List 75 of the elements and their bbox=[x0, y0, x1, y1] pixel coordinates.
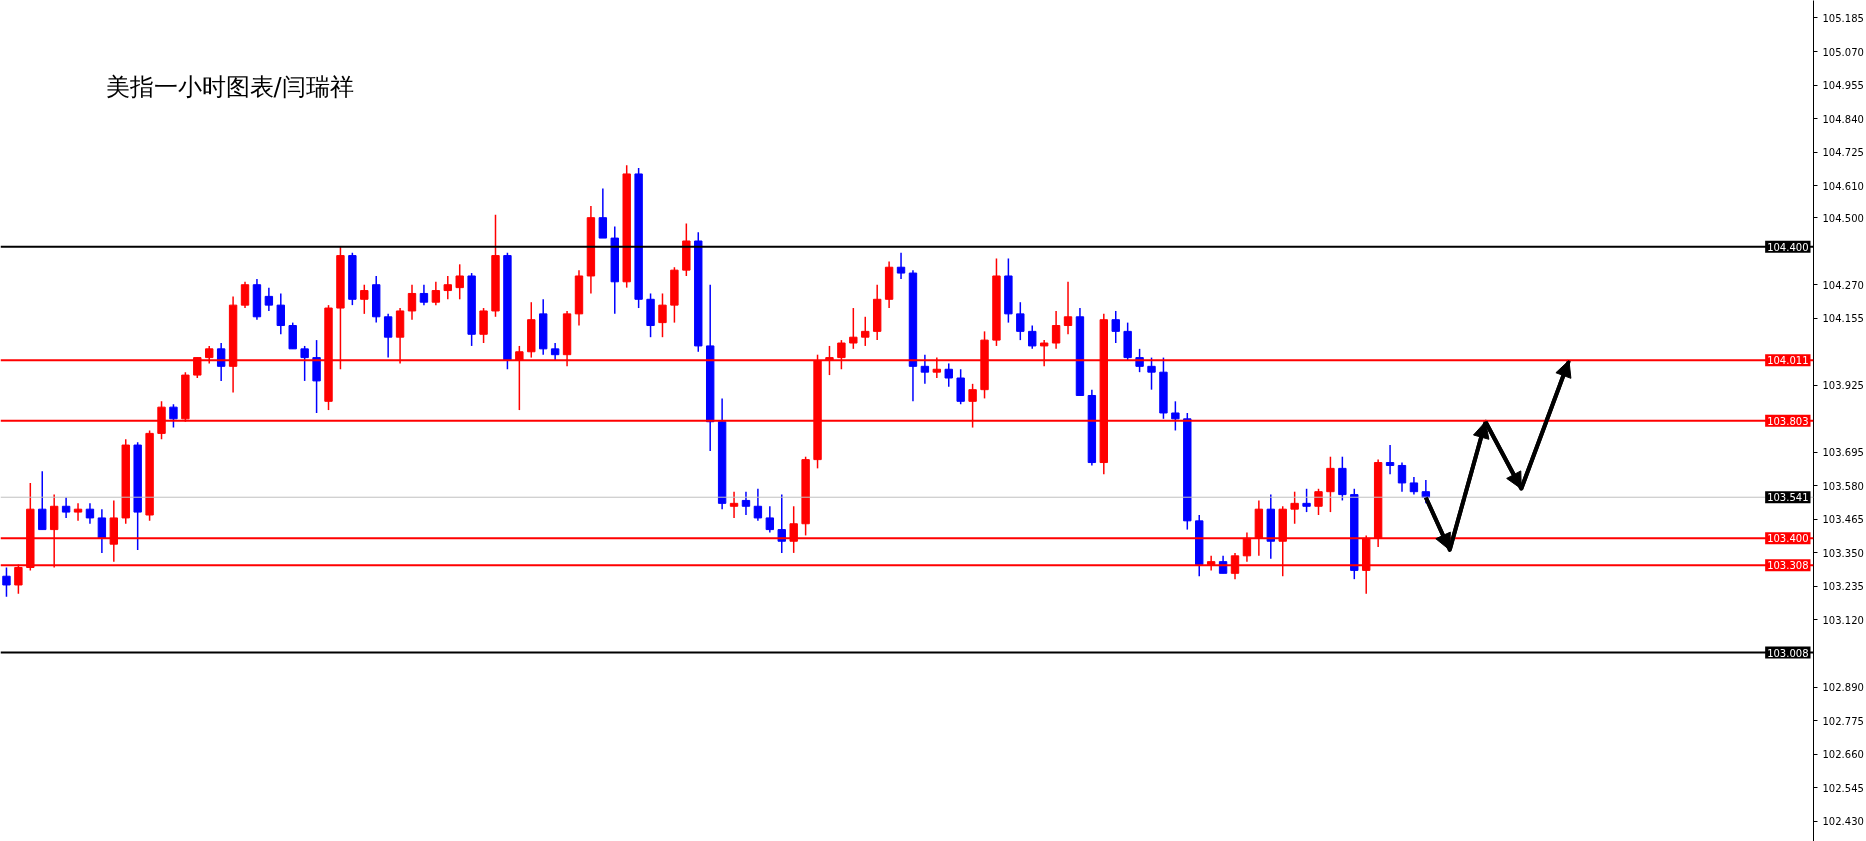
candlestick bbox=[896, 251, 906, 280]
ref-line-label: 103.400 bbox=[1767, 533, 1809, 545]
candlestick bbox=[169, 403, 178, 429]
candlestick bbox=[264, 286, 274, 312]
candlestick bbox=[944, 362, 953, 388]
candlestick bbox=[300, 345, 309, 382]
y-tick-label: 103.465 bbox=[1822, 514, 1864, 526]
candlestick bbox=[1171, 400, 1180, 432]
candlestick bbox=[777, 493, 786, 554]
y-tick-label: 102.890 bbox=[1822, 682, 1864, 693]
y-tick-label: 104.155 bbox=[1822, 313, 1864, 325]
candlestick bbox=[2, 566, 11, 598]
y-tick-label: 105.185 bbox=[1822, 12, 1864, 24]
candlestick bbox=[1326, 455, 1335, 513]
candlestick bbox=[658, 292, 667, 338]
candlestick bbox=[312, 339, 321, 414]
candlestick bbox=[1051, 310, 1061, 350]
candlestick bbox=[1063, 281, 1073, 336]
candlestick bbox=[479, 307, 488, 344]
y-tick-label: 102.660 bbox=[1822, 749, 1864, 761]
candlestick bbox=[729, 490, 739, 519]
candlestick bbox=[276, 292, 285, 336]
y-tick-label: 105.070 bbox=[1822, 46, 1864, 58]
candlestick bbox=[1147, 356, 1156, 391]
y-tick-label: 103.925 bbox=[1822, 380, 1864, 392]
candlestick bbox=[240, 281, 250, 309]
ref-line-label: 103.008 bbox=[1767, 647, 1809, 659]
candlestick bbox=[765, 505, 775, 534]
candlestick bbox=[1302, 488, 1311, 513]
y-tick-label: 103.695 bbox=[1822, 447, 1864, 459]
candlestick bbox=[383, 313, 393, 359]
y-tick-label: 104.840 bbox=[1822, 113, 1864, 125]
candlestick bbox=[73, 502, 83, 522]
candlestick bbox=[1016, 301, 1025, 341]
candlestick bbox=[360, 283, 369, 315]
candlestick bbox=[85, 502, 95, 525]
candlestick bbox=[753, 488, 763, 522]
y-tick-label: 102.430 bbox=[1822, 816, 1864, 828]
candlestick bbox=[920, 353, 930, 385]
y-tick-label: 103.235 bbox=[1822, 581, 1864, 593]
ref-line-label: 103.308 bbox=[1767, 560, 1809, 572]
candlestick bbox=[38, 470, 47, 531]
ref-line-label: 104.400 bbox=[1767, 241, 1809, 253]
candlestick bbox=[956, 368, 965, 405]
y-tick-label: 102.545 bbox=[1822, 782, 1864, 794]
ref-line-label: 104.011 bbox=[1767, 355, 1809, 367]
ref-line-label: 103.541 bbox=[1767, 492, 1809, 504]
candlestick bbox=[1111, 310, 1120, 344]
ref-line-label: 103.803 bbox=[1767, 415, 1809, 427]
y-tick-label: 103.120 bbox=[1822, 614, 1864, 626]
candlestick bbox=[455, 263, 464, 301]
candlestick bbox=[407, 283, 417, 321]
candlestick bbox=[1314, 488, 1323, 516]
text: 美指一小时图表/闫瑞祥 bbox=[105, 72, 354, 101]
candlestick bbox=[741, 490, 751, 516]
candlestick bbox=[861, 316, 870, 347]
y-tick-label: 103.580 bbox=[1822, 480, 1864, 492]
candlestick bbox=[1385, 444, 1395, 475]
candlestick bbox=[1290, 490, 1299, 525]
candlestick bbox=[1028, 324, 1037, 350]
candlestick bbox=[443, 275, 452, 301]
candlestick bbox=[419, 283, 429, 306]
candlestick bbox=[431, 281, 441, 306]
y-tick-label: 103.350 bbox=[1822, 547, 1864, 559]
y-tick-label: 102.775 bbox=[1822, 715, 1864, 727]
candlestick bbox=[1397, 461, 1407, 493]
y-tick-label: 104.500 bbox=[1822, 212, 1864, 224]
y-tick-label: 104.955 bbox=[1822, 80, 1864, 92]
y-tick-label: 104.270 bbox=[1822, 279, 1864, 291]
y-tick-label: 104.725 bbox=[1822, 147, 1864, 159]
candlestick bbox=[598, 187, 608, 239]
candlestick bbox=[288, 321, 297, 350]
candlestick bbox=[61, 496, 71, 519]
y-tick-label: 104.610 bbox=[1822, 180, 1864, 192]
candlestick bbox=[849, 307, 858, 350]
